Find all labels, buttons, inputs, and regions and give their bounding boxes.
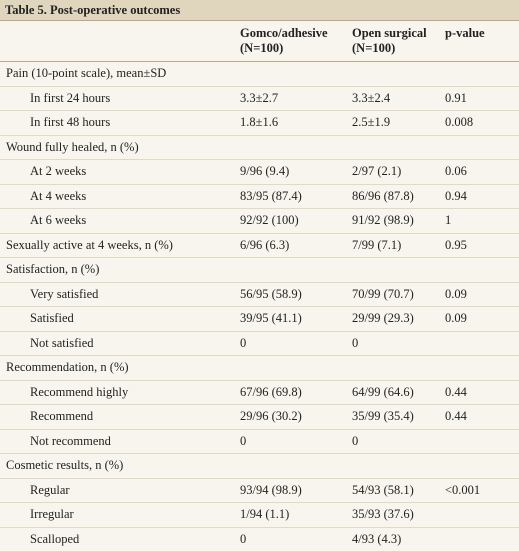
cell: 67/96 (69.8) xyxy=(240,381,302,405)
cell: 0 xyxy=(240,332,246,356)
table: Table 5. Post-operative outcomes Gomco/a… xyxy=(0,0,519,533)
cell: 39/95 (41.1) xyxy=(240,307,302,331)
table-row: Recommend highly 67/96 (69.8) 64/99 (64.6)… xyxy=(0,381,519,406)
cell: 29/99 (29.3) xyxy=(352,307,414,331)
table-row: Regular 93/94 (98.9) 54/93 (58.1) <0.001 xyxy=(0,479,519,504)
cell: 35/93 (37.6) xyxy=(352,503,414,527)
table-row: Scalloped 0 4/93 (4.3) xyxy=(0,528,519,552)
row-label: Wound fully healed, n (%) xyxy=(6,136,139,160)
cell: 0.008 xyxy=(445,111,473,135)
cell: 91/92 (98.9) xyxy=(352,209,414,233)
header-line: (N=100) xyxy=(352,41,427,56)
table-row: In first 48 hours 1.8±1.6 2.5±1.9 0.008 xyxy=(0,111,519,136)
cell: 54/93 (58.1) xyxy=(352,479,414,503)
cell: 1.8±1.6 xyxy=(240,111,278,135)
cell: 3.3±2.4 xyxy=(352,87,390,111)
cell: 0.94 xyxy=(445,185,467,209)
row-label: Not recommend xyxy=(30,430,111,454)
table-row: Satisfied 39/95 (41.1) 29/99 (29.3) 0.09 xyxy=(0,307,519,332)
table-row: Satisfaction, n (%) xyxy=(0,258,519,283)
cell: 0 xyxy=(240,528,246,552)
cell: 92/92 (100) xyxy=(240,209,299,233)
header-line: p-value xyxy=(445,26,485,41)
table-row: Cosmetic results, n (%) xyxy=(0,454,519,479)
cell: 0 xyxy=(240,430,246,454)
cell: 86/96 (87.8) xyxy=(352,185,414,209)
table-row: Recommendation, n (%) xyxy=(0,356,519,381)
row-label: Not satisfied xyxy=(30,332,94,356)
row-label: Recommend xyxy=(30,405,93,429)
table-row: Irregular 1/94 (1.1) 35/93 (37.6) xyxy=(0,503,519,528)
cell: 70/99 (70.7) xyxy=(352,283,414,307)
cell: 2/97 (2.1) xyxy=(352,160,401,184)
table-title: Table 5. Post-operative outcomes xyxy=(0,0,519,21)
cell: 35/99 (35.4) xyxy=(352,405,414,429)
row-label: At 6 weeks xyxy=(30,209,86,233)
table-row: At 6 weeks 92/92 (100) 91/92 (98.9) 1 xyxy=(0,209,519,234)
table-row: Not recommend 0 0 xyxy=(0,430,519,455)
table-row: Very satisfied 56/95 (58.9) 70/99 (70.7) 0.… xyxy=(0,283,519,308)
column-header: Gomco/adhesive(N=100) xyxy=(240,26,328,56)
row-label: At 4 weeks xyxy=(30,185,86,209)
row-label: Irregular xyxy=(30,503,74,527)
row-label: Sexually active at 4 weeks, n (%) xyxy=(6,234,173,258)
cell: 93/94 (98.9) xyxy=(240,479,302,503)
row-label: Scalloped xyxy=(30,528,79,552)
table-row: Pain (10-point scale), mean±SD xyxy=(0,62,519,87)
cell: 64/99 (64.6) xyxy=(352,381,414,405)
row-label: Pain (10-point scale), mean±SD xyxy=(6,62,166,86)
table-row: Recommend 29/96 (30.2) 35/99 (35.4) 0.44 xyxy=(0,405,519,430)
header-line: (N=100) xyxy=(240,41,328,56)
row-label: Recommend highly xyxy=(30,381,128,405)
cell: 4/93 (4.3) xyxy=(352,528,401,552)
cell: 2.5±1.9 xyxy=(352,111,390,135)
cell: 0.09 xyxy=(445,283,467,307)
cell: 7/99 (7.1) xyxy=(352,234,401,258)
column-header: Open surgical(N=100) xyxy=(352,26,427,56)
row-label: Recommendation, n (%) xyxy=(6,356,129,380)
cell: 0.09 xyxy=(445,307,467,331)
row-label: In first 48 hours xyxy=(30,111,110,135)
cell: 0.91 xyxy=(445,87,467,111)
cell: <0.001 xyxy=(445,479,480,503)
header-line: Gomco/adhesive xyxy=(240,26,328,41)
cell: 3.3±2.7 xyxy=(240,87,278,111)
cell: 0 xyxy=(352,430,358,454)
table-row: In first 24 hours 3.3±2.7 3.3±2.4 0.91 xyxy=(0,87,519,112)
row-label: Regular xyxy=(30,479,70,503)
header-line: Open surgical xyxy=(352,26,427,41)
row-label: Satisfaction, n (%) xyxy=(6,258,99,282)
cell: 9/96 (9.4) xyxy=(240,160,289,184)
cell: 0 xyxy=(352,332,358,356)
header-row: Gomco/adhesive(N=100)Open surgical(N=100… xyxy=(0,21,519,62)
cell: 1 xyxy=(445,209,451,233)
cell: 29/96 (30.2) xyxy=(240,405,302,429)
cell: 0.44 xyxy=(445,405,467,429)
row-label: Very satisfied xyxy=(30,283,98,307)
table-row: Not satisfied 0 0 xyxy=(0,332,519,357)
cell: 0.06 xyxy=(445,160,467,184)
column-header: p-value xyxy=(445,26,485,41)
table-row: Sexually active at 4 weeks, n (%) 6/96 (6… xyxy=(0,234,519,259)
row-label: Cosmetic results, n (%) xyxy=(6,454,123,478)
cell: 83/95 (87.4) xyxy=(240,185,302,209)
cell: 1/94 (1.1) xyxy=(240,503,289,527)
cell: 0.95 xyxy=(445,234,467,258)
table-row: At 2 weeks 9/96 (9.4) 2/97 (2.1) 0.06 xyxy=(0,160,519,185)
cell: 56/95 (58.9) xyxy=(240,283,302,307)
table-row: Wound fully healed, n (%) xyxy=(0,136,519,161)
row-label: In first 24 hours xyxy=(30,87,110,111)
cell: 0.44 xyxy=(445,381,467,405)
cell: 6/96 (6.3) xyxy=(240,234,289,258)
row-label: At 2 weeks xyxy=(30,160,86,184)
table-row: At 4 weeks 83/95 (87.4) 86/96 (87.8) 0.94 xyxy=(0,185,519,210)
row-label: Satisfied xyxy=(30,307,74,331)
